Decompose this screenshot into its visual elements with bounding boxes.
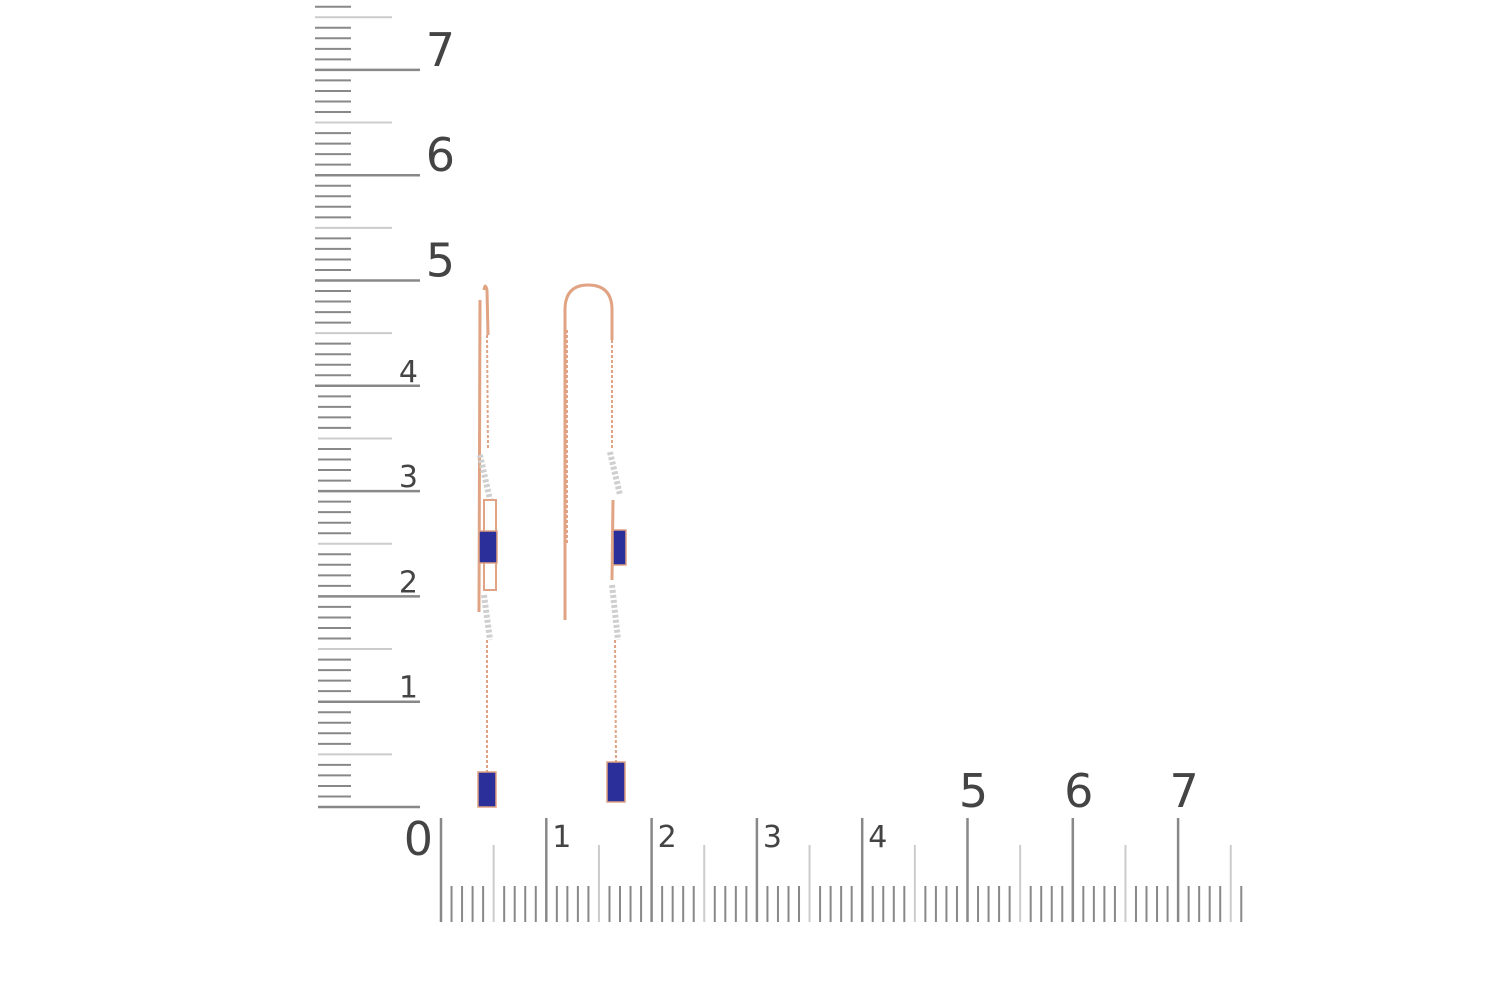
horizontal-ruler-label: 3 [763,820,782,855]
horizontal-ruler-label: 4 [868,820,887,855]
right-earring [563,283,627,803]
horizontal-ruler-label: 0 [404,812,433,866]
vertical-ruler-label: 7 [426,23,455,77]
vertical-ruler: 1 2 3 4 5 6 7 [315,5,455,809]
vertical-ruler-label: 2 [399,565,418,600]
vertical-ruler-label: 4 [399,355,418,390]
horizontal-ruler-label: 1 [552,820,571,855]
horizontal-ruler-label: 2 [658,820,677,855]
horizontal-ruler: 0 1 2 3 4 5 6 7 [404,764,1243,922]
vertical-ruler-label: 1 [399,671,418,706]
horizontal-ruler-label: 6 [1064,764,1093,818]
horizontal-ruler-label: 7 [1169,764,1198,818]
vertical-ruler-label: 6 [426,128,455,182]
vertical-ruler-label: 3 [399,460,418,495]
left-earring [477,284,498,808]
horizontal-ruler-label: 5 [959,764,988,818]
vertical-ruler-label: 5 [426,234,455,288]
